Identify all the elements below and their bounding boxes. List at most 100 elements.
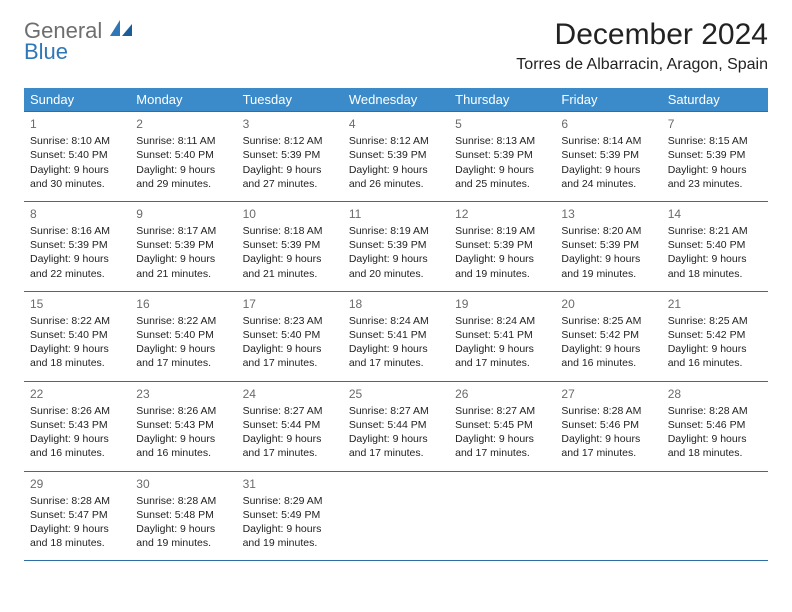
day-cell: 11Sunrise: 8:19 AMSunset: 5:39 PMDayligh… xyxy=(343,201,449,291)
week-row: 8Sunrise: 8:16 AMSunset: 5:39 PMDaylight… xyxy=(24,201,768,291)
day-cell: 27Sunrise: 8:28 AMSunset: 5:46 PMDayligh… xyxy=(555,381,661,471)
daylight-line: Daylight: 9 hours xyxy=(668,163,762,177)
daylight-line: and 18 minutes. xyxy=(30,536,124,550)
sunrise-line: Sunrise: 8:12 AM xyxy=(349,134,443,148)
dow-sunday: Sunday xyxy=(24,88,130,112)
daylight-line: Daylight: 9 hours xyxy=(349,163,443,177)
day-number: 23 xyxy=(136,386,230,402)
day-number: 13 xyxy=(561,206,655,222)
week-row: 29Sunrise: 8:28 AMSunset: 5:47 PMDayligh… xyxy=(24,471,768,561)
sunrise-line: Sunrise: 8:27 AM xyxy=(455,404,549,418)
daylight-line: Daylight: 9 hours xyxy=(243,252,337,266)
day-number: 1 xyxy=(30,116,124,132)
sunset-line: Sunset: 5:39 PM xyxy=(561,148,655,162)
day-number: 8 xyxy=(30,206,124,222)
day-cell: 16Sunrise: 8:22 AMSunset: 5:40 PMDayligh… xyxy=(130,291,236,381)
sunset-line: Sunset: 5:42 PM xyxy=(668,328,762,342)
daylight-line: and 25 minutes. xyxy=(455,177,549,191)
day-cell: 7Sunrise: 8:15 AMSunset: 5:39 PMDaylight… xyxy=(662,112,768,202)
empty-cell xyxy=(449,471,555,561)
day-number: 16 xyxy=(136,296,230,312)
day-number: 22 xyxy=(30,386,124,402)
empty-cell xyxy=(662,471,768,561)
daylight-line: Daylight: 9 hours xyxy=(349,342,443,356)
daylight-line: Daylight: 9 hours xyxy=(349,432,443,446)
daylight-line: and 27 minutes. xyxy=(243,177,337,191)
daylight-line: Daylight: 9 hours xyxy=(455,432,549,446)
day-cell: 23Sunrise: 8:26 AMSunset: 5:43 PMDayligh… xyxy=(130,381,236,471)
sunrise-line: Sunrise: 8:26 AM xyxy=(136,404,230,418)
sunset-line: Sunset: 5:40 PM xyxy=(30,328,124,342)
daylight-line: Daylight: 9 hours xyxy=(136,163,230,177)
sail-icon xyxy=(108,18,134,38)
daylight-line: and 17 minutes. xyxy=(349,356,443,370)
day-cell: 20Sunrise: 8:25 AMSunset: 5:42 PMDayligh… xyxy=(555,291,661,381)
day-number: 9 xyxy=(136,206,230,222)
day-cell: 28Sunrise: 8:28 AMSunset: 5:46 PMDayligh… xyxy=(662,381,768,471)
day-number: 30 xyxy=(136,476,230,492)
day-number: 29 xyxy=(30,476,124,492)
header-row: General Blue December 2024 Torres de Alb… xyxy=(24,18,768,74)
sunrise-line: Sunrise: 8:10 AM xyxy=(30,134,124,148)
daylight-line: and 19 minutes. xyxy=(243,536,337,550)
logo-word-blue: Blue xyxy=(24,40,134,63)
day-cell: 3Sunrise: 8:12 AMSunset: 5:39 PMDaylight… xyxy=(237,112,343,202)
daylight-line: and 20 minutes. xyxy=(349,267,443,281)
sunrise-line: Sunrise: 8:19 AM xyxy=(455,224,549,238)
sunrise-line: Sunrise: 8:26 AM xyxy=(30,404,124,418)
day-cell: 15Sunrise: 8:22 AMSunset: 5:40 PMDayligh… xyxy=(24,291,130,381)
day-number: 26 xyxy=(455,386,549,402)
day-cell: 13Sunrise: 8:20 AMSunset: 5:39 PMDayligh… xyxy=(555,201,661,291)
daylight-line: and 17 minutes. xyxy=(561,446,655,460)
sunset-line: Sunset: 5:42 PM xyxy=(561,328,655,342)
daylight-line: and 29 minutes. xyxy=(136,177,230,191)
sunrise-line: Sunrise: 8:22 AM xyxy=(30,314,124,328)
day-cell: 29Sunrise: 8:28 AMSunset: 5:47 PMDayligh… xyxy=(24,471,130,561)
week-row: 22Sunrise: 8:26 AMSunset: 5:43 PMDayligh… xyxy=(24,381,768,471)
sunrise-line: Sunrise: 8:27 AM xyxy=(243,404,337,418)
daylight-line: Daylight: 9 hours xyxy=(561,163,655,177)
day-number: 18 xyxy=(349,296,443,312)
location-text: Torres de Albarracin, Aragon, Spain xyxy=(516,56,768,74)
daylight-line: Daylight: 9 hours xyxy=(668,342,762,356)
sunrise-line: Sunrise: 8:25 AM xyxy=(561,314,655,328)
dow-saturday: Saturday xyxy=(662,88,768,112)
day-number: 27 xyxy=(561,386,655,402)
day-cell: 2Sunrise: 8:11 AMSunset: 5:40 PMDaylight… xyxy=(130,112,236,202)
day-cell: 1Sunrise: 8:10 AMSunset: 5:40 PMDaylight… xyxy=(24,112,130,202)
sunset-line: Sunset: 5:40 PM xyxy=(668,238,762,252)
daylight-line: and 21 minutes. xyxy=(136,267,230,281)
sunrise-line: Sunrise: 8:27 AM xyxy=(349,404,443,418)
daylight-line: and 26 minutes. xyxy=(349,177,443,191)
sunrise-line: Sunrise: 8:21 AM xyxy=(668,224,762,238)
dow-tuesday: Tuesday xyxy=(237,88,343,112)
daylight-line: and 17 minutes. xyxy=(455,356,549,370)
day-number: 2 xyxy=(136,116,230,132)
daylight-line: and 18 minutes. xyxy=(668,267,762,281)
daylight-line: Daylight: 9 hours xyxy=(30,522,124,536)
daylight-line: and 16 minutes. xyxy=(668,356,762,370)
day-cell: 12Sunrise: 8:19 AMSunset: 5:39 PMDayligh… xyxy=(449,201,555,291)
daylight-line: Daylight: 9 hours xyxy=(30,432,124,446)
daylight-line: Daylight: 9 hours xyxy=(136,522,230,536)
daylight-line: Daylight: 9 hours xyxy=(30,252,124,266)
daylight-line: Daylight: 9 hours xyxy=(243,163,337,177)
sunrise-line: Sunrise: 8:25 AM xyxy=(668,314,762,328)
daylight-line: and 23 minutes. xyxy=(668,177,762,191)
dow-monday: Monday xyxy=(130,88,236,112)
day-cell: 24Sunrise: 8:27 AMSunset: 5:44 PMDayligh… xyxy=(237,381,343,471)
day-number: 3 xyxy=(243,116,337,132)
daylight-line: Daylight: 9 hours xyxy=(243,342,337,356)
sunset-line: Sunset: 5:41 PM xyxy=(349,328,443,342)
logo: General Blue xyxy=(24,18,134,63)
daylight-line: and 19 minutes. xyxy=(455,267,549,281)
day-number: 15 xyxy=(30,296,124,312)
calendar-table: Sunday Monday Tuesday Wednesday Thursday… xyxy=(24,88,768,561)
sunrise-line: Sunrise: 8:28 AM xyxy=(668,404,762,418)
sunrise-line: Sunrise: 8:23 AM xyxy=(243,314,337,328)
logo-text: General Blue xyxy=(24,18,134,63)
sunset-line: Sunset: 5:39 PM xyxy=(349,148,443,162)
day-cell: 4Sunrise: 8:12 AMSunset: 5:39 PMDaylight… xyxy=(343,112,449,202)
daylight-line: Daylight: 9 hours xyxy=(455,163,549,177)
sunset-line: Sunset: 5:41 PM xyxy=(455,328,549,342)
